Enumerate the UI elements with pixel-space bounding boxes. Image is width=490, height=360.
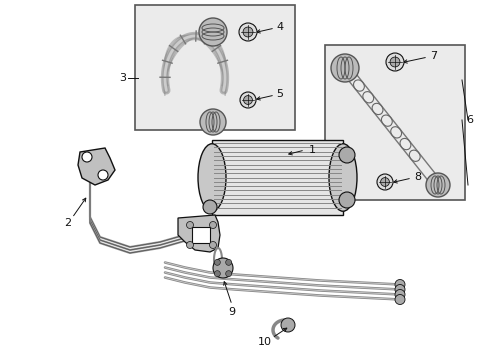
Circle shape [395,284,405,294]
Bar [192,227,210,243]
Circle shape [239,23,257,41]
Circle shape [214,271,220,276]
Circle shape [281,318,295,332]
Text: 5: 5 [276,89,284,99]
Circle shape [339,147,355,163]
Circle shape [213,258,233,278]
Circle shape [381,177,390,186]
Circle shape [210,242,217,248]
Circle shape [210,221,217,229]
Bar [212,140,343,215]
Circle shape [390,57,400,67]
Circle shape [395,294,405,305]
Circle shape [244,96,252,104]
Circle shape [377,174,393,190]
Ellipse shape [198,144,226,211]
Circle shape [339,192,355,208]
Circle shape [98,170,108,180]
Circle shape [226,259,232,265]
Circle shape [82,152,92,162]
Text: 3: 3 [120,73,126,83]
Circle shape [243,27,253,37]
Polygon shape [178,215,220,252]
Polygon shape [78,148,115,185]
Text: 1: 1 [309,145,316,155]
Text: 7: 7 [430,51,438,61]
Circle shape [226,271,232,276]
Bar [135,5,295,130]
Circle shape [386,53,404,71]
Circle shape [395,289,405,300]
Circle shape [395,279,405,289]
Circle shape [200,109,226,135]
Text: 2: 2 [65,218,72,228]
Circle shape [426,173,450,197]
Text: 9: 9 [228,307,236,317]
Circle shape [214,259,220,265]
Bar [325,45,465,200]
Circle shape [199,18,227,46]
Circle shape [187,242,194,248]
Circle shape [331,54,359,82]
Circle shape [203,200,217,214]
Circle shape [187,221,194,229]
Text: 10: 10 [258,337,272,347]
Text: 4: 4 [276,22,284,32]
Text: 8: 8 [415,172,421,182]
Ellipse shape [329,144,357,211]
Circle shape [240,92,256,108]
Text: 6: 6 [466,115,473,125]
